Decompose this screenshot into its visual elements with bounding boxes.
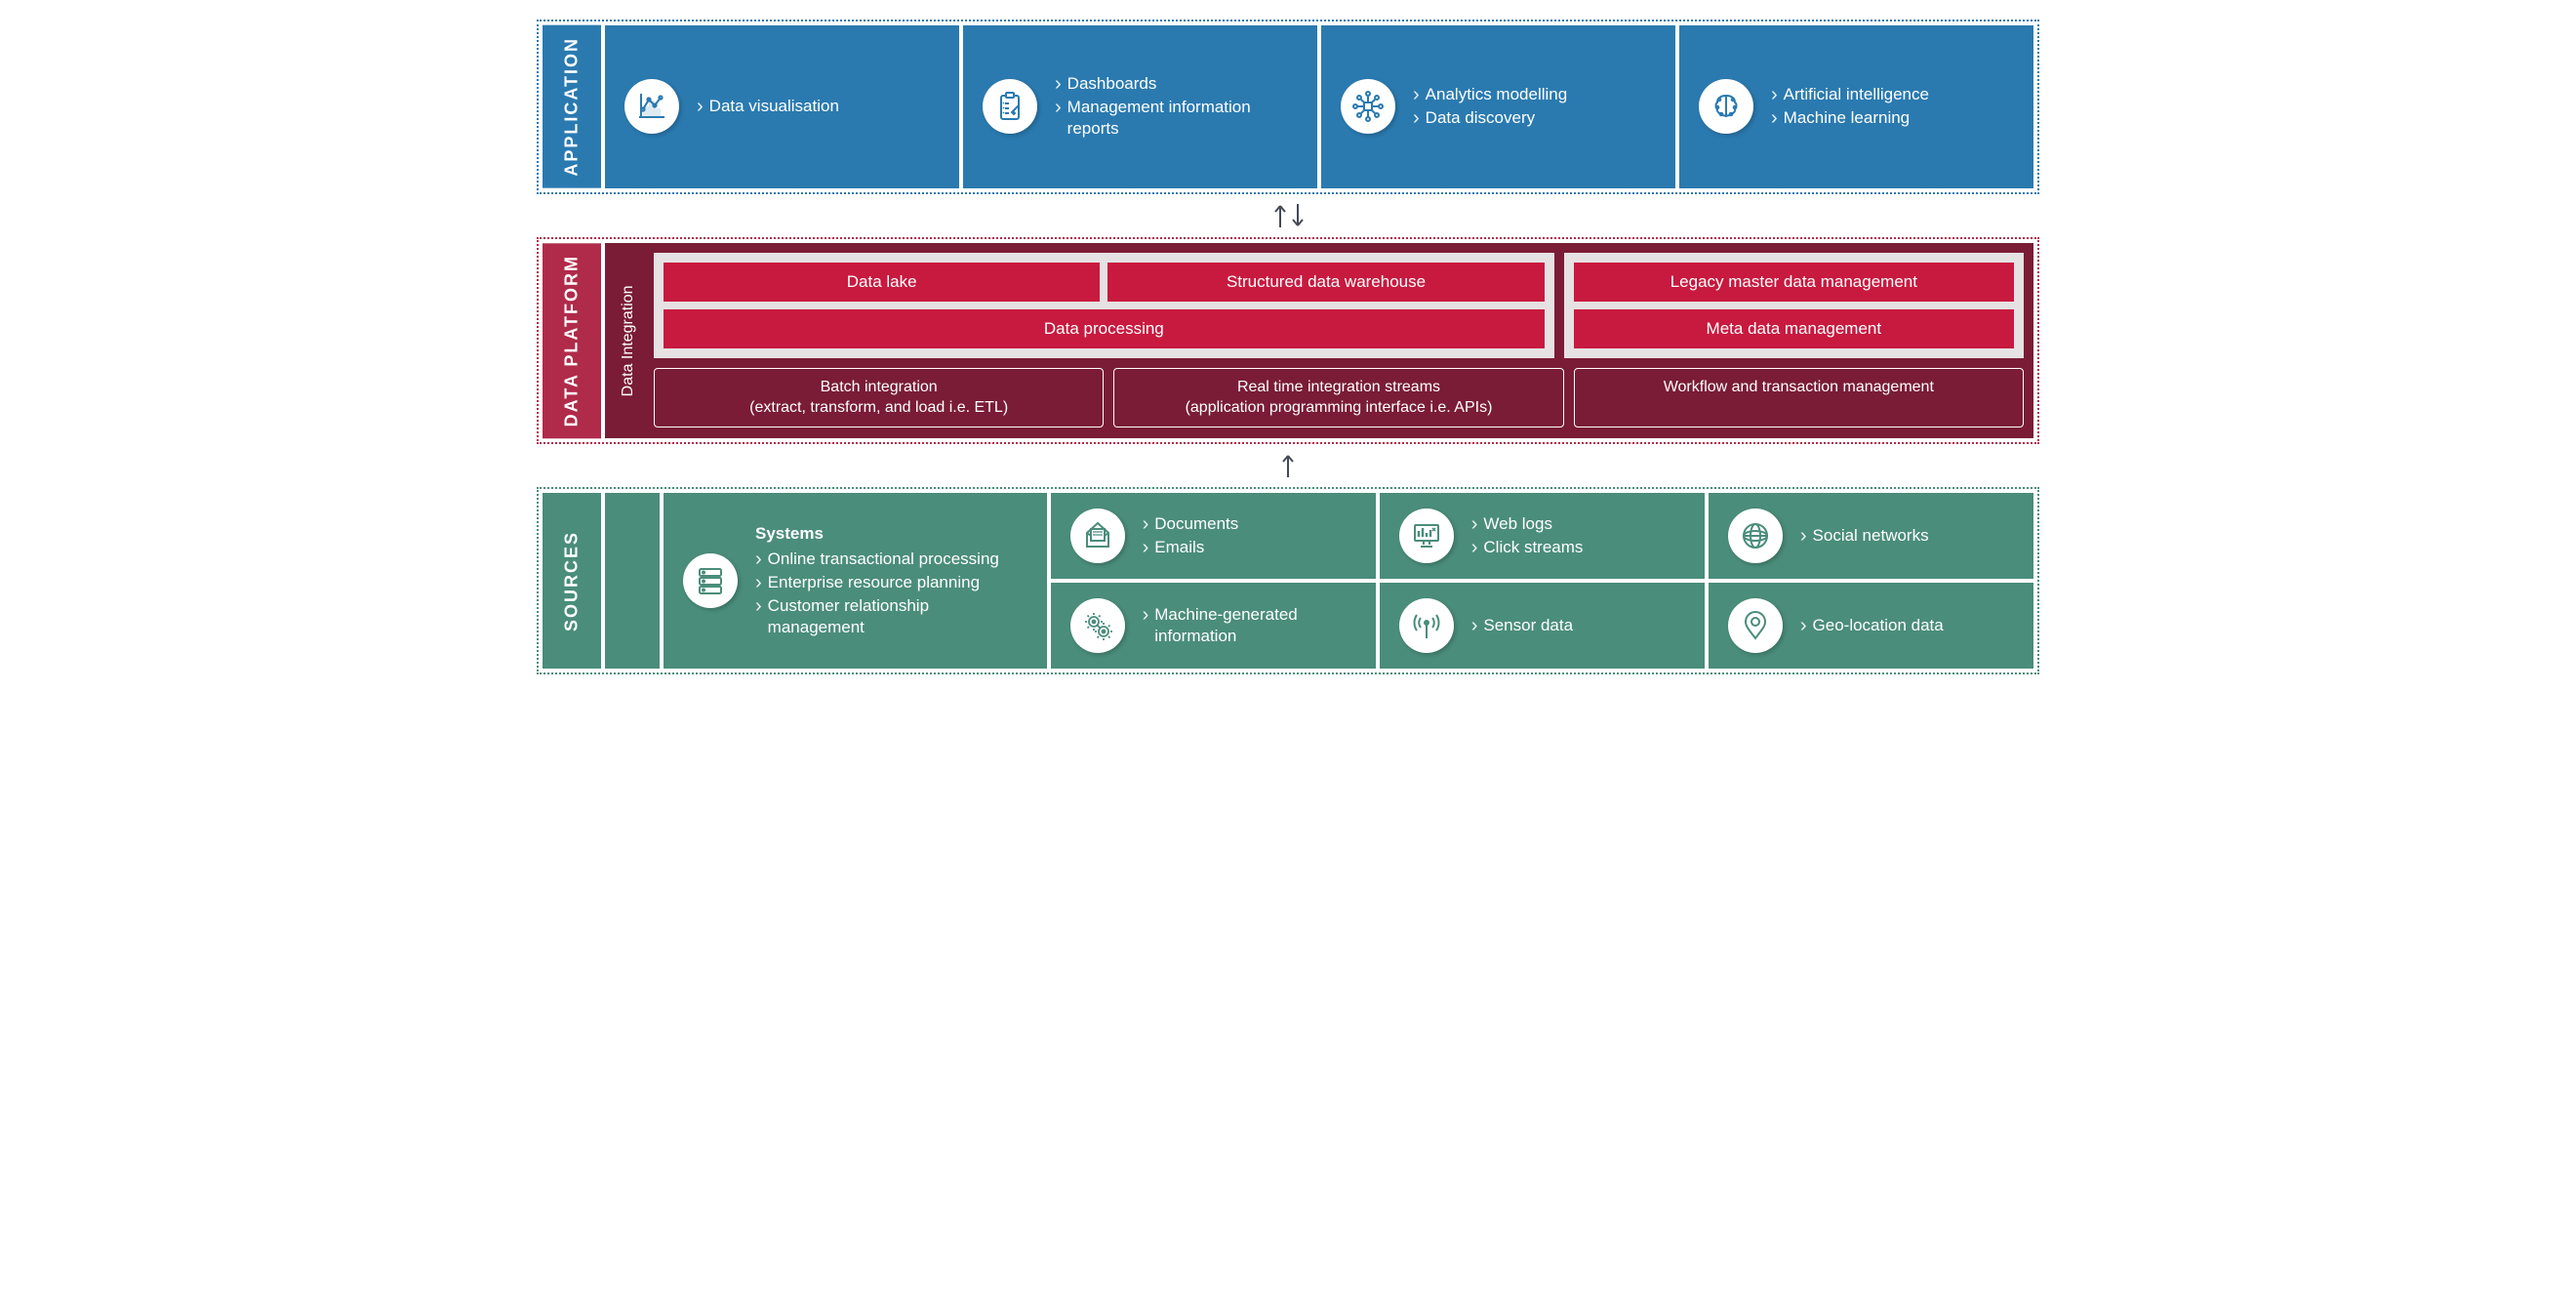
card-item: Geo-location data bbox=[1800, 615, 1944, 636]
application-card-0: Data visualisation bbox=[605, 25, 959, 188]
systems-item: Customer relationship management bbox=[755, 595, 1027, 638]
clipboard-icon bbox=[983, 79, 1037, 134]
card-item: Emails bbox=[1143, 537, 1239, 558]
sources-card-4: Sensor data bbox=[1380, 583, 1705, 669]
structured-warehouse-box: Structured data warehouse bbox=[1107, 263, 1544, 302]
arrow-sources-platform bbox=[537, 444, 2039, 487]
sources-card-2: Social networks bbox=[1709, 493, 2033, 579]
server-icon bbox=[683, 553, 738, 608]
card-item: Data visualisation bbox=[697, 96, 839, 117]
systems-header: Systems bbox=[755, 523, 1027, 545]
network-icon bbox=[1341, 79, 1395, 134]
card-item: Data discovery bbox=[1413, 107, 1567, 129]
meta-data-mgmt-box: Meta data management bbox=[1574, 309, 2014, 348]
sources-card-0: DocumentsEmails bbox=[1051, 493, 1376, 579]
data-platform-layer: DATA PLATFORM Data Integration Data lake… bbox=[537, 237, 2039, 444]
integration-box-0: Batch integration(extract, transform, an… bbox=[654, 368, 1104, 427]
mail-icon bbox=[1070, 509, 1125, 563]
integration-box-1: Real time integration streams(applicatio… bbox=[1113, 368, 1563, 427]
sources-layer-label: SOURCES bbox=[543, 493, 601, 669]
card-item: Web logs bbox=[1471, 513, 1584, 535]
integration-box-2: Workflow and transaction management bbox=[1574, 368, 2024, 427]
data-lake-box: Data lake bbox=[664, 263, 1100, 302]
card-item: Dashboards bbox=[1055, 73, 1298, 95]
card-item: Sensor data bbox=[1471, 615, 1573, 636]
globe-icon bbox=[1728, 509, 1783, 563]
card-item: Click streams bbox=[1471, 537, 1584, 558]
architecture-diagram: APPLICATION Data visualisation Dashboards… bbox=[537, 20, 2039, 674]
monitor-icon bbox=[1399, 509, 1454, 563]
platform-management-group: Legacy master data management Meta data … bbox=[1564, 253, 2024, 358]
sensor-icon bbox=[1399, 598, 1454, 653]
sources-spacer bbox=[605, 493, 660, 669]
sources-card-1: Web logsClick streams bbox=[1380, 493, 1705, 579]
card-item: Social networks bbox=[1800, 525, 1929, 547]
card-item: Analytics modelling bbox=[1413, 84, 1567, 105]
sources-card-3: Machine-generated information bbox=[1051, 583, 1376, 669]
pin-icon bbox=[1728, 598, 1783, 653]
sources-layer: SOURCES Systems Online transactional proc… bbox=[537, 487, 2039, 674]
brain-icon bbox=[1699, 79, 1753, 134]
data-processing-box: Data processing bbox=[664, 309, 1545, 348]
application-card-2: Analytics modellingData discovery bbox=[1321, 25, 1675, 188]
card-item: Artificial intelligence bbox=[1771, 84, 1929, 105]
card-item: Machine learning bbox=[1771, 107, 1929, 129]
application-card-1: DashboardsManagement information reports bbox=[963, 25, 1317, 188]
chart-icon bbox=[624, 79, 679, 134]
data-platform-layer-label: DATA PLATFORM bbox=[543, 243, 601, 438]
card-item: Management information reports bbox=[1055, 97, 1298, 140]
application-layer-label: APPLICATION bbox=[543, 25, 601, 188]
card-item: Documents bbox=[1143, 513, 1239, 535]
arrows-app-platform bbox=[537, 194, 2039, 237]
application-layer: APPLICATION Data visualisation Dashboards… bbox=[537, 20, 2039, 194]
systems-item: Online transactional processing bbox=[755, 549, 1027, 570]
systems-item: Enterprise resource planning bbox=[755, 572, 1027, 593]
sources-card-5: Geo-location data bbox=[1709, 583, 2033, 669]
data-integration-sublabel: Data Integration bbox=[615, 253, 642, 428]
application-card-3: Artificial intelligenceMachine learning bbox=[1679, 25, 2033, 188]
sources-systems-card: Systems Online transactional processingEn… bbox=[664, 493, 1047, 669]
gears-icon bbox=[1070, 598, 1125, 653]
platform-processing-group: Data lake Structured data warehouse Data… bbox=[654, 253, 1554, 358]
card-item: Machine-generated information bbox=[1143, 604, 1356, 647]
legacy-mdm-box: Legacy master data management bbox=[1574, 263, 2014, 302]
